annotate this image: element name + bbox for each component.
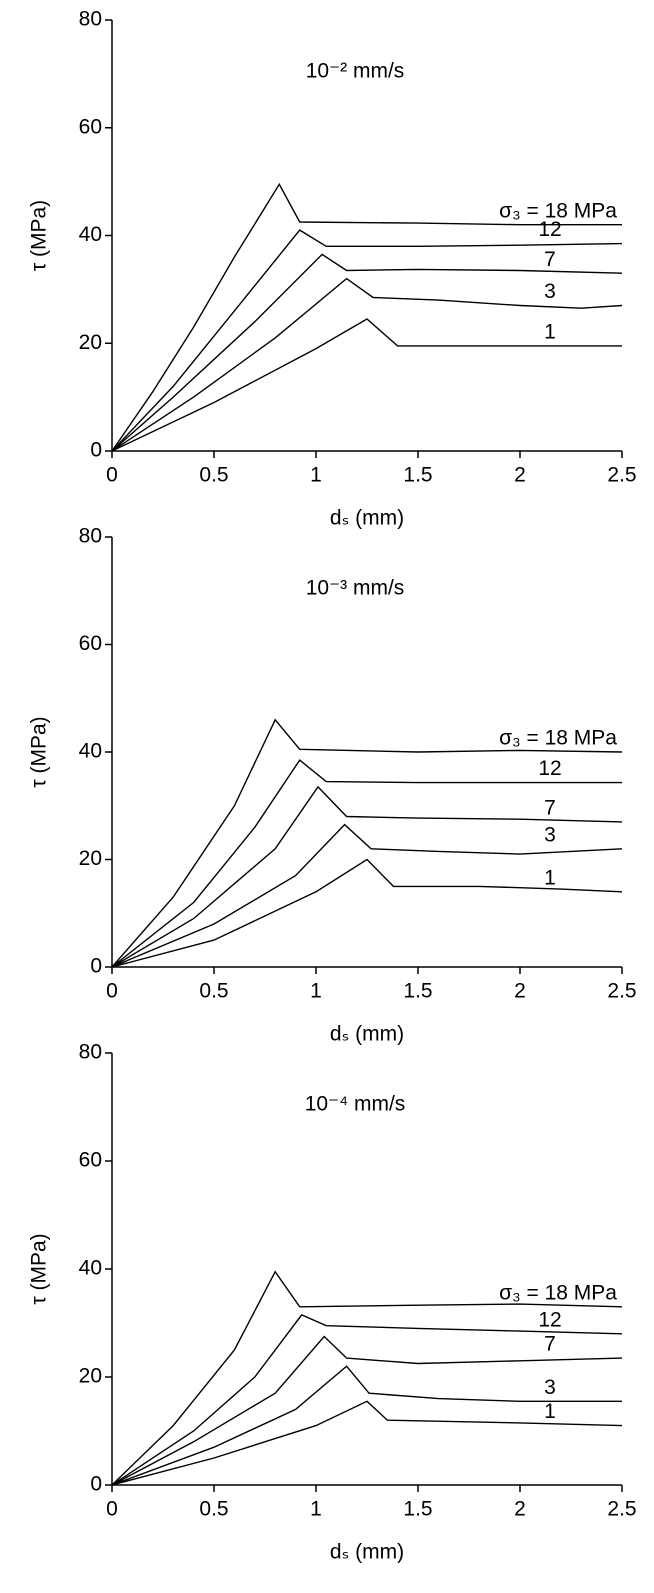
x-tick-label: 1.5 [403,1498,432,1521]
series-label: σ₃ = 18 MPa [499,727,617,750]
y-tick-label: 0 [90,1473,102,1496]
series-line [111,253,623,452]
x-tick-label: 0 [106,980,118,1003]
y-tick-label: 80 [79,8,102,31]
x-tick-label: 2 [514,1498,526,1521]
series-label: 7 [544,796,556,819]
x-tick-label: 0 [106,1498,118,1521]
y-tick-label: 0 [90,955,102,978]
y-tick-label: 20 [79,1365,102,1388]
x-tick-label: 2 [514,464,526,487]
y-axis-label: τ (MPa) [28,200,51,271]
y-tick-label: 20 [79,847,102,870]
series-line [111,718,623,968]
x-axis-label: dₛ (mm) [330,1023,404,1046]
x-tick-label: 2.5 [607,1498,636,1521]
series-line [111,318,622,452]
y-axis-label: τ (MPa) [28,716,51,787]
x-tick-label: 1 [310,980,322,1003]
y-tick-label: 40 [79,223,102,246]
x-tick-label: 2 [514,980,526,1003]
series-label: 1 [544,1400,556,1423]
x-tick-label: 0.5 [199,1498,228,1521]
x-axis-label: dₛ (mm) [330,1541,404,1564]
series-label: 3 [544,1376,556,1399]
y-tick-label: 40 [79,1257,102,1280]
series-label: 12 [538,1308,561,1331]
series-label: 12 [538,218,561,241]
series-line [111,823,623,968]
y-tick-label: 0 [90,439,102,462]
series-line [111,858,623,968]
series-label: 7 [544,248,556,271]
chart-title: 10⁻³ mm/s [306,577,405,600]
y-tick-label: 40 [79,740,102,763]
x-tick-label: 0.5 [199,464,228,487]
x-tick-label: 2.5 [607,980,636,1003]
series-label: 12 [538,757,561,780]
series-line [111,1365,622,1486]
y-tick-label: 60 [79,632,102,655]
series-line [111,785,623,968]
chart-title: 10⁻⁴ mm/s [305,1093,406,1116]
series-line [111,759,622,968]
x-tick-label: 2.5 [607,464,636,487]
x-tick-label: 1 [310,464,322,487]
series-line [111,1400,623,1486]
series-line [111,1314,623,1486]
series-line [111,277,623,452]
y-tick-label: 80 [79,525,102,548]
x-tick-label: 1.5 [403,980,432,1003]
x-tick-label: 1.5 [403,464,432,487]
y-tick-label: 60 [79,1149,102,1172]
series-label: 3 [544,823,556,846]
series-label: 1 [544,320,556,343]
series-label: 7 [544,1333,556,1356]
series-label: 3 [544,280,556,303]
x-tick-label: 0 [106,464,118,487]
series-line [111,1270,623,1486]
series-line [111,182,622,452]
series-label: σ₃ = 18 MPa [499,1281,617,1304]
series-line [111,1335,623,1486]
x-tick-label: 1 [310,1498,322,1521]
y-axis-label: τ (MPa) [28,1233,51,1304]
series-label: σ₃ = 18 MPa [499,199,617,222]
x-tick-label: 0.5 [199,980,228,1003]
x-axis-label: dₛ (mm) [330,507,404,530]
y-tick-label: 60 [79,115,102,138]
series-line [111,229,623,452]
series-label: 1 [544,866,556,889]
chart-title: 10⁻² mm/s [306,60,405,83]
y-tick-label: 80 [79,1041,102,1064]
y-tick-label: 20 [79,331,102,354]
